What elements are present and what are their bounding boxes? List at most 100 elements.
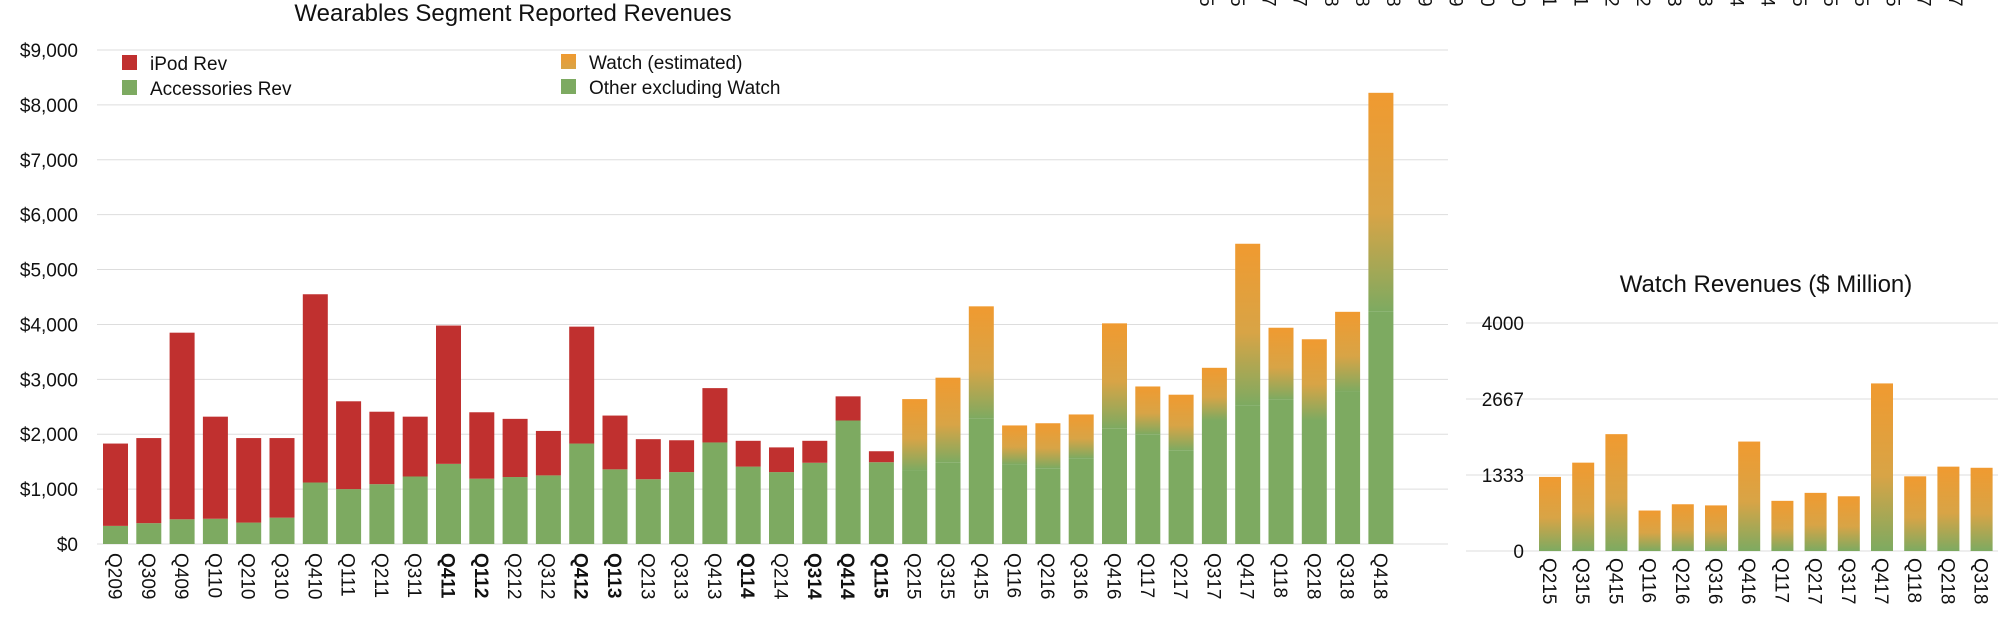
legend-label-other: Other excluding Watch [589, 78, 781, 99]
bar-accessories [436, 463, 461, 544]
bar-watch-revenue [1705, 505, 1727, 551]
bar-watch-estimated [902, 399, 928, 471]
bar-ipod [469, 412, 495, 479]
bar-ipod [535, 430, 561, 476]
bar-accessories [702, 442, 728, 544]
watch-x-tick-label: Q416 [1737, 558, 1758, 604]
cropped-top-label: 3 [1663, 0, 1684, 7]
cropped-top-label: 5 [1819, 0, 1840, 7]
bar-watch-estimated [935, 377, 961, 463]
legend-label-ipod: iPod Rev [150, 54, 228, 75]
main-x-tick-label: Q110 [203, 553, 224, 598]
watch-chart-bars [1539, 383, 1993, 551]
bar-watch-revenue [1671, 504, 1694, 551]
bar-accessories [802, 462, 828, 544]
bar-watch-estimated [1168, 394, 1194, 451]
bar-accessories [302, 482, 328, 544]
watch-x-tick-label: Q216 [1671, 558, 1692, 604]
bar-watch-revenue [1970, 467, 1993, 551]
main-x-tick-label: Q418 [1369, 553, 1390, 599]
main-y-tick-label: $3,000 [20, 370, 78, 391]
bar-watch-estimated [1201, 367, 1227, 421]
main-y-tick-label: $0 [57, 535, 78, 556]
legend-swatch-ipod [122, 55, 137, 70]
main-x-tick-label: Q212 [503, 553, 524, 599]
bar-accessories [868, 462, 894, 544]
bar-watch-revenue [1605, 434, 1628, 551]
main-x-tick-label: Q411 [437, 553, 458, 599]
main-x-tick-label: Q313 [670, 553, 691, 599]
bar-watch-revenue [1738, 441, 1761, 551]
bar-ipod [802, 440, 828, 463]
main-x-tick-label: Q317 [1202, 553, 1223, 599]
bar-other-excluding-watch [1301, 420, 1327, 544]
bar-watch-revenue [1804, 492, 1827, 551]
cropped-top-label: 9 [1445, 0, 1466, 7]
bar-ipod [236, 438, 262, 523]
bar-watch-revenue [1937, 466, 1960, 551]
bar-other-excluding-watch [1335, 391, 1361, 544]
main-x-tick-label: Q216 [1036, 553, 1057, 599]
bar-ipod [302, 294, 328, 483]
bar-ipod [635, 439, 661, 480]
bar-accessories [169, 519, 195, 544]
main-chart-y-ticks: $0 $1,000 $2,000 $3,000 $4,000 $5,000 $6,000 $7… [20, 41, 78, 556]
cropped-top-label: 7 [1257, 0, 1278, 7]
watch-x-tick-label: Q317 [1837, 558, 1858, 604]
bar-ipod [502, 418, 528, 478]
cropped-top-label: 4 [1725, 0, 1746, 7]
watch-y-tick-label: 4000 [1482, 314, 1524, 335]
bar-watch-revenue [1837, 496, 1860, 551]
cropped-top-label: 5 [1788, 0, 1809, 7]
main-x-tick-label: Q217 [1169, 553, 1190, 599]
bar-ipod [702, 388, 728, 443]
cropped-top-label: 5 [1195, 0, 1216, 7]
main-chart-legend: iPod Rev Accessories Rev Watch (estimate… [122, 53, 781, 100]
bar-accessories [402, 476, 428, 544]
watch-x-tick-label: Q315 [1571, 558, 1592, 604]
bar-ipod [835, 396, 861, 421]
bar-other-excluding-watch [1235, 405, 1261, 544]
cropped-top-label: 9 [1413, 0, 1434, 7]
bar-ipod [868, 451, 894, 463]
main-x-tick-label: Q117 [1136, 553, 1157, 598]
cropped-top-label: 5 [1850, 0, 1871, 7]
bar-watch-estimated [1002, 425, 1028, 465]
watch-chart-title: Watch Revenues ($ Million) [1620, 271, 1913, 298]
main-chart-x-ticks: Q209 Q309 Q409 Q110 Q210 Q310 Q410 Q111 Q211 Q311… [104, 553, 1390, 600]
cropped-top-label: 2 [1632, 0, 1653, 7]
main-x-tick-label: Q111 [337, 553, 358, 597]
bar-watch-estimated [1035, 423, 1061, 469]
main-chart-title: Wearables Segment Reported Revenues [294, 0, 731, 27]
main-y-tick-label: $4,000 [20, 315, 78, 336]
bar-accessories [669, 472, 695, 544]
bar-ipod [569, 326, 595, 444]
watch-x-tick-label: Q117 [1770, 558, 1791, 603]
cropped-top-label: 2 [1601, 0, 1622, 7]
bar-accessories [835, 420, 861, 544]
main-x-tick-label: Q215 [903, 553, 924, 599]
bar-accessories [535, 475, 561, 544]
bar-ipod [103, 443, 128, 526]
bar-watch-revenue [1539, 476, 1561, 551]
bar-ipod [402, 416, 428, 477]
bar-ipod [202, 416, 228, 519]
cropped-top-label: 5 [1881, 0, 1902, 7]
bar-accessories [602, 469, 628, 544]
bar-ipod [369, 411, 395, 485]
bar-ipod [136, 438, 162, 524]
cropped-top-label: 8 [1320, 0, 1341, 7]
main-x-tick-label: Q311 [403, 553, 424, 598]
bar-accessories [236, 522, 262, 544]
bar-watch-estimated [1135, 386, 1161, 435]
bar-watch-revenue [1904, 476, 1927, 551]
main-x-tick-label: Q118 [1269, 553, 1290, 598]
main-x-tick-label: Q318 [1336, 553, 1357, 599]
legend-swatch-other [561, 79, 576, 94]
bar-accessories [336, 489, 362, 544]
watch-chart-y-ticks: 0 1333 2667 4000 [1482, 314, 1524, 563]
bar-other-excluding-watch [1068, 458, 1094, 544]
cropped-top-label: 3 [1694, 0, 1715, 7]
main-x-tick-label: Q316 [1069, 553, 1090, 599]
bar-accessories [502, 477, 528, 544]
